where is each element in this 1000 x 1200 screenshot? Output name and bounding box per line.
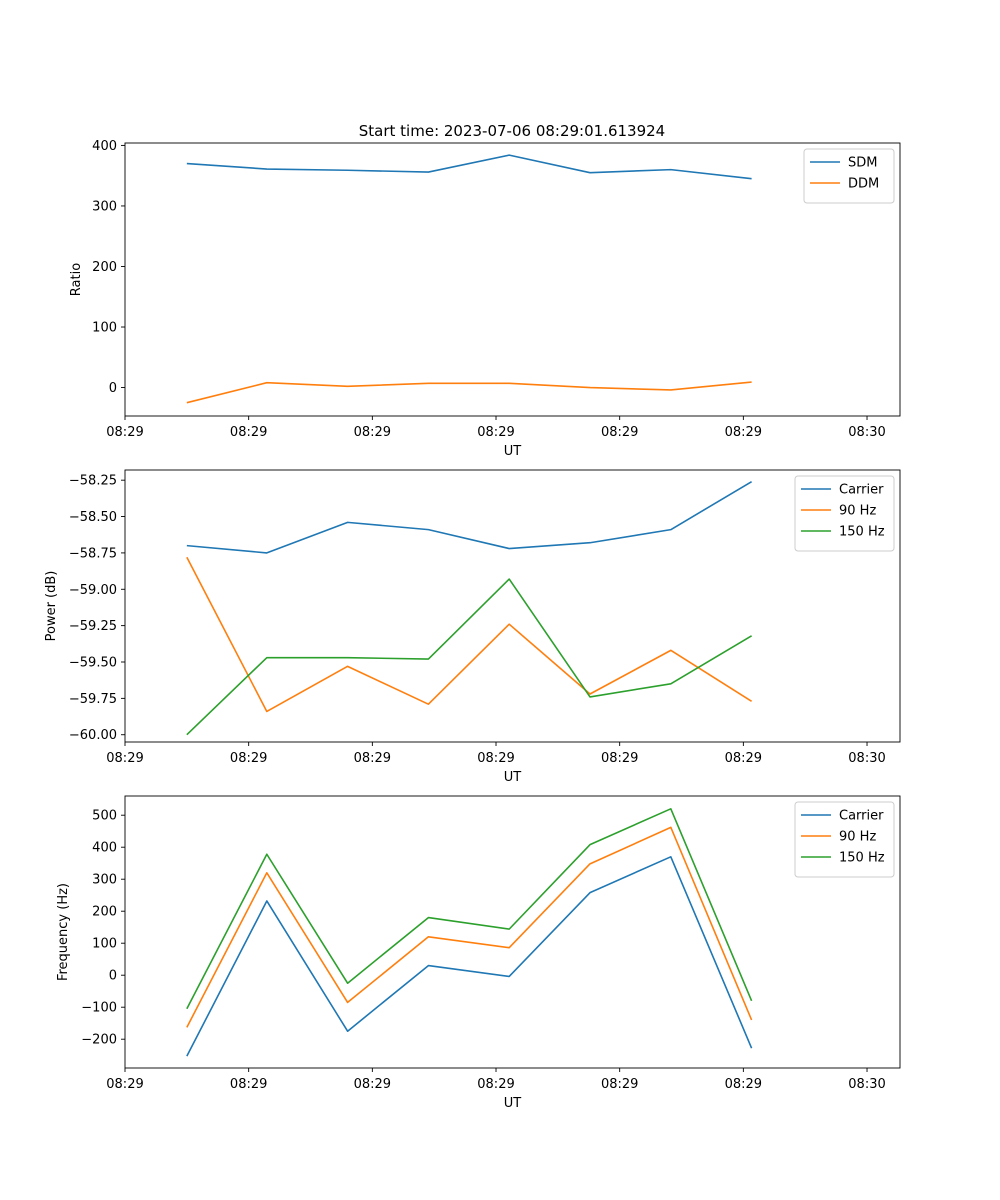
y-tick-label: 500 (92, 809, 117, 824)
x-tick-label: 08:29 (477, 425, 514, 440)
legend: Carrier 90 Hz 150 Hz (794, 475, 895, 552)
x-axis-label: UT (504, 770, 522, 785)
axes-frame (124, 142, 901, 417)
y-tick-label: 200 (92, 260, 117, 275)
subplot-2: 08:29 08:29 08:29 08:29 08:29 08:29 08:30 −60.0… (44, 469, 901, 785)
y-tick-label: −59.75 (69, 692, 117, 707)
axes-frame (124, 469, 901, 743)
legend-label: 150 Hz (839, 525, 885, 540)
y-tick-label: −59.00 (69, 583, 117, 598)
legend: Carrier 90 Hz 150 Hz (794, 801, 895, 878)
x-tick-label: 08:29 (601, 751, 638, 766)
y-tick-label: −58.25 (69, 474, 117, 489)
y-tick-label: 300 (92, 199, 117, 214)
y-tick-label: 400 (92, 139, 117, 154)
legend-label: DDM (848, 177, 879, 192)
y-tick-label: −58.50 (69, 510, 117, 525)
x-axis-label: UT (504, 1096, 522, 1111)
subplots: 08:29 08:29 08:29 08:29 08:29 08:29 08:30 0 100 2… (44, 139, 901, 1111)
x-tick-label: 08:29 (477, 1077, 514, 1092)
series-line-carrier (186, 855, 753, 1057)
series-line-150-hz (186, 578, 753, 736)
series-line-90-hz (186, 826, 753, 1028)
x-tick-label: 08:29 (725, 1077, 762, 1092)
y-tick-label: 0 (109, 969, 117, 984)
subplot-3: 08:29 08:29 08:29 08:29 08:29 08:29 08:30 −200 −… (56, 795, 901, 1111)
legend-label: 150 Hz (839, 851, 885, 866)
series-line-carrier (186, 480, 753, 554)
x-tick-label: 08:30 (848, 425, 885, 440)
x-tick-label: 08:29 (230, 1077, 267, 1092)
y-tick-label: 0 (109, 381, 117, 396)
y-tick-label: −60.00 (69, 728, 117, 743)
legend-frame (794, 475, 895, 552)
y-tick-label: −200 (81, 1033, 117, 1048)
x-tick-label: 08:29 (725, 751, 762, 766)
legend-frame (794, 801, 895, 878)
legend-label: Carrier (839, 809, 884, 824)
x-tick-label: 08:29 (725, 425, 762, 440)
x-tick-label: 08:29 (106, 425, 143, 440)
x-tick-label: 08:29 (601, 1077, 638, 1092)
y-axis-label: Frequency (Hz) (56, 883, 71, 981)
x-tick-label: 08:29 (354, 751, 391, 766)
x-tick-label: 08:29 (477, 751, 514, 766)
y-tick-label: 100 (92, 321, 117, 336)
series-line-90-hz (186, 556, 753, 713)
legend-label: 90 Hz (839, 830, 876, 845)
y-tick-label: −59.25 (69, 619, 117, 634)
x-tick-label: 08:29 (601, 425, 638, 440)
x-tick-label: 08:30 (848, 751, 885, 766)
y-tick-label: −58.75 (69, 546, 117, 561)
x-axis-label: UT (504, 444, 522, 459)
x-tick-label: 08:29 (106, 1077, 143, 1092)
series-line-150-hz (186, 807, 753, 1010)
figure-title: Start time: 2023-07-06 08:29:01.613924 (359, 122, 665, 140)
series-line-sdm (186, 154, 752, 180)
axes-frame (124, 795, 901, 1069)
y-tick-label: −100 (81, 1001, 117, 1016)
subplot-1: 08:29 08:29 08:29 08:29 08:29 08:29 08:30 0 100 2… (69, 139, 901, 459)
x-tick-label: 08:29 (354, 425, 391, 440)
legend: SDM DDM (803, 148, 895, 204)
x-tick-label: 08:29 (230, 751, 267, 766)
legend-label: SDM (848, 156, 877, 171)
legend-label: 90 Hz (839, 504, 876, 519)
x-tick-label: 08:29 (106, 751, 143, 766)
y-tick-label: −59.50 (69, 656, 117, 671)
y-tick-label: 200 (92, 905, 117, 920)
y-tick-label: 400 (92, 841, 117, 856)
x-tick-label: 08:30 (848, 1077, 885, 1092)
y-axis-label: Ratio (69, 263, 84, 296)
x-tick-label: 08:29 (354, 1077, 391, 1092)
x-tick-label: 08:29 (230, 425, 267, 440)
legend-label: Carrier (839, 483, 884, 498)
y-tick-label: 100 (92, 937, 117, 952)
y-axis-label: Power (dB) (44, 571, 59, 642)
series-line-ddm (186, 381, 752, 404)
y-tick-label: 300 (92, 873, 117, 888)
